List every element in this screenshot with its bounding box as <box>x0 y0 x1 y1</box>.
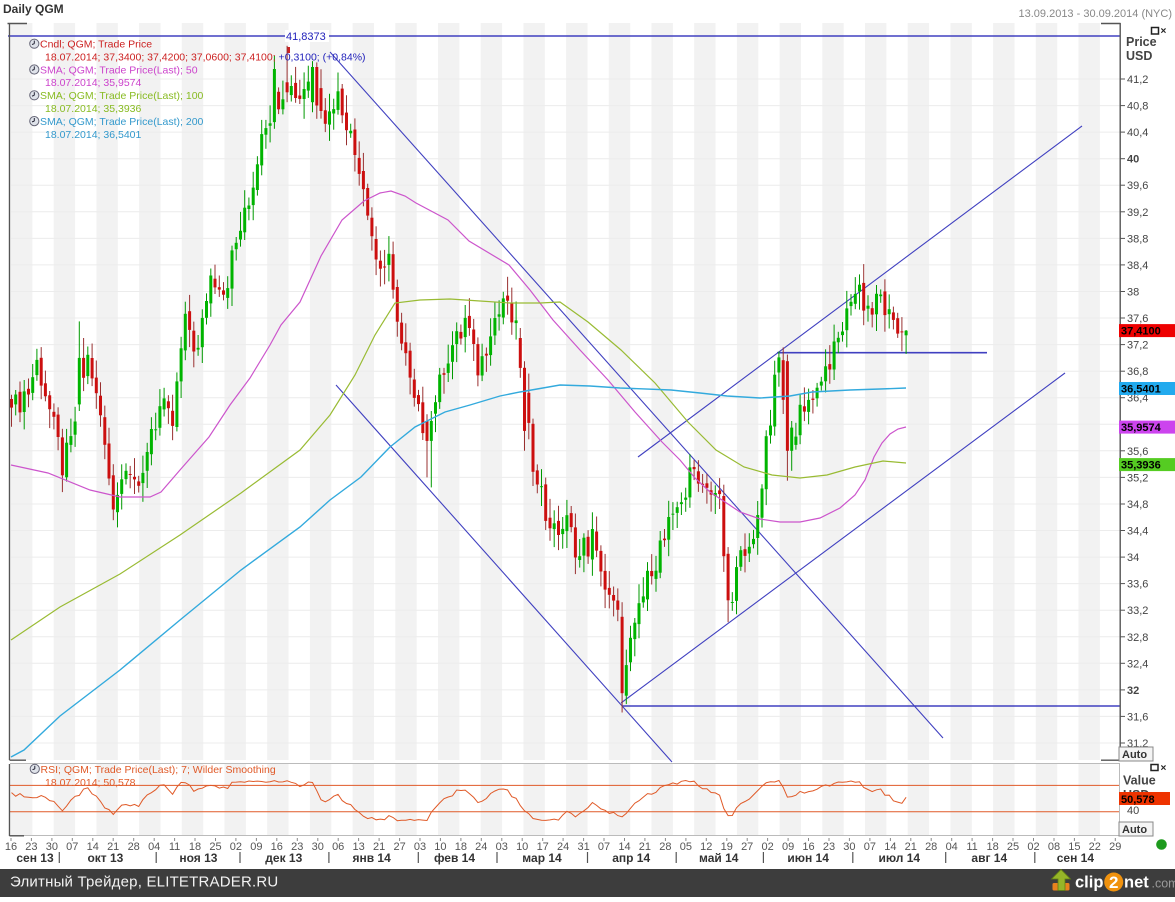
svg-text:Элитный Трейдер, ELITETRADER.R: Элитный Трейдер, ELITETRADER.RU <box>10 874 278 891</box>
svg-text:32,8: 32,8 <box>1127 632 1148 644</box>
svg-text:35,6: 35,6 <box>1127 446 1148 458</box>
svg-text:дек 13: дек 13 <box>265 851 302 865</box>
svg-text:36,8: 36,8 <box>1127 366 1148 378</box>
svg-text:SMA; QGM; Trade Price(Last);: SMA; QGM; Trade Price(Last); 200 <box>40 116 204 128</box>
svg-text:27: 27 <box>741 841 753 853</box>
svg-text:18.07.2014; 35,3936: 18.07.2014; 35,3936 <box>45 103 142 115</box>
svg-text:май 14: май 14 <box>699 851 739 865</box>
svg-text:39,6: 39,6 <box>1127 180 1148 192</box>
svg-text:ноя 13: ноя 13 <box>179 851 217 865</box>
svg-text:28: 28 <box>925 841 937 853</box>
svg-text:05: 05 <box>680 841 692 853</box>
svg-text:28: 28 <box>659 841 671 853</box>
svg-text:13.09.2013 - 30.09.2014 (NYC): 13.09.2013 - 30.09.2014 (NYC) <box>1019 8 1173 20</box>
svg-text:янв 14: янв 14 <box>352 851 391 865</box>
svg-text:34,4: 34,4 <box>1127 526 1148 538</box>
svg-text:31,6: 31,6 <box>1127 711 1148 723</box>
svg-text:35,3936: 35,3936 <box>1121 460 1161 472</box>
svg-text:16: 16 <box>5 841 17 853</box>
svg-text:SMA; QGM; Trade Price(Last);: SMA; QGM; Trade Price(Last); 50 <box>40 64 198 76</box>
svg-text:net: net <box>1124 874 1149 892</box>
svg-text:апр 14: апр 14 <box>612 851 650 865</box>
svg-text:35,9574: 35,9574 <box>1121 422 1162 434</box>
svg-text:35,2: 35,2 <box>1127 472 1148 484</box>
svg-text:окт 13: окт 13 <box>87 851 123 865</box>
svg-text:33,6: 33,6 <box>1127 579 1148 591</box>
svg-text:18.07.2014; 35,9574: 18.07.2014; 35,9574 <box>45 77 142 89</box>
svg-text:29: 29 <box>1109 841 1121 853</box>
svg-text:40,8: 40,8 <box>1127 101 1148 113</box>
svg-text:28: 28 <box>128 841 140 853</box>
svg-text:06: 06 <box>332 841 344 853</box>
svg-text:Cndl; QGM; Trade Price: Cndl; QGM; Trade Price <box>40 39 152 51</box>
svg-text:фев 14: фев 14 <box>434 851 475 865</box>
svg-text:18.07.2014; 37,3400; 37,4200;: 18.07.2014; 37,3400; 37,4200; 37,0600; 3… <box>45 51 366 63</box>
svg-text:36,5401: 36,5401 <box>1121 384 1161 396</box>
svg-text:18.07.2014; 36,5401: 18.07.2014; 36,5401 <box>45 129 142 141</box>
svg-text:×: × <box>1161 26 1167 37</box>
svg-text:сен 13: сен 13 <box>16 851 54 865</box>
svg-text:39,2: 39,2 <box>1127 207 1148 219</box>
svg-text:34,8: 34,8 <box>1127 499 1148 511</box>
svg-text:40,4: 40,4 <box>1127 127 1148 139</box>
svg-text:2: 2 <box>1109 873 1118 892</box>
svg-text:38: 38 <box>1127 287 1139 299</box>
svg-text:07: 07 <box>864 841 876 853</box>
svg-text:02: 02 <box>1027 841 1039 853</box>
svg-text:34: 34 <box>1127 552 1139 564</box>
svg-text:Auto: Auto <box>1122 749 1147 761</box>
svg-text:37,6: 37,6 <box>1127 313 1148 325</box>
svg-text:38,8: 38,8 <box>1127 233 1148 245</box>
svg-text:18.07.2014; 50,578: 18.07.2014; 50,578 <box>45 777 136 789</box>
svg-text:02: 02 <box>230 841 242 853</box>
svg-text:04: 04 <box>946 841 958 853</box>
svg-text:41,8373: 41,8373 <box>286 31 326 43</box>
svg-text:мар 14: мар 14 <box>522 851 562 865</box>
svg-text:авг 14: авг 14 <box>971 851 1007 865</box>
svg-text:37,4100: 37,4100 <box>1121 326 1161 338</box>
svg-text:Value: Value <box>1123 774 1156 788</box>
svg-text:32,4: 32,4 <box>1127 658 1148 670</box>
svg-text:clip: clip <box>1075 874 1103 892</box>
svg-text:июл 14: июл 14 <box>878 851 920 865</box>
svg-text:×: × <box>1161 763 1167 774</box>
svg-text:Auto: Auto <box>1122 824 1147 836</box>
svg-text:04: 04 <box>148 841 160 853</box>
svg-text:24: 24 <box>475 841 487 853</box>
svg-text:38,4: 38,4 <box>1127 260 1148 272</box>
svg-text:37,2: 37,2 <box>1127 340 1148 352</box>
svg-text:03: 03 <box>496 841 508 853</box>
svg-text:30: 30 <box>312 841 324 853</box>
svg-text:сен 14: сен 14 <box>1057 851 1095 865</box>
svg-text:Price: Price <box>1126 35 1157 49</box>
svg-text:июн 14: июн 14 <box>787 851 829 865</box>
svg-text:30: 30 <box>843 841 855 853</box>
svg-text:07: 07 <box>66 841 78 853</box>
svg-text:32: 32 <box>1127 685 1139 697</box>
svg-text:.com: .com <box>1152 877 1175 891</box>
svg-text:40: 40 <box>1127 154 1139 166</box>
svg-text:USD: USD <box>1126 49 1152 63</box>
svg-text:41,2: 41,2 <box>1127 74 1148 86</box>
svg-text:SMA; QGM; Trade Price(Last);: SMA; QGM; Trade Price(Last); 100 <box>40 90 204 102</box>
svg-text:25: 25 <box>1007 841 1019 853</box>
svg-text:33,2: 33,2 <box>1127 605 1148 617</box>
svg-text:RSI; QGM; Trade Price(Last);: RSI; QGM; Trade Price(Last); 7; Wilder S… <box>41 764 276 776</box>
svg-text:31: 31 <box>577 841 589 853</box>
svg-text:27: 27 <box>393 841 405 853</box>
svg-text:09: 09 <box>250 841 262 853</box>
svg-text:40: 40 <box>1127 805 1139 817</box>
svg-text:Daily QGM: Daily QGM <box>3 2 64 16</box>
svg-text:03: 03 <box>414 841 426 853</box>
svg-text:02: 02 <box>761 841 773 853</box>
svg-text:07: 07 <box>598 841 610 853</box>
